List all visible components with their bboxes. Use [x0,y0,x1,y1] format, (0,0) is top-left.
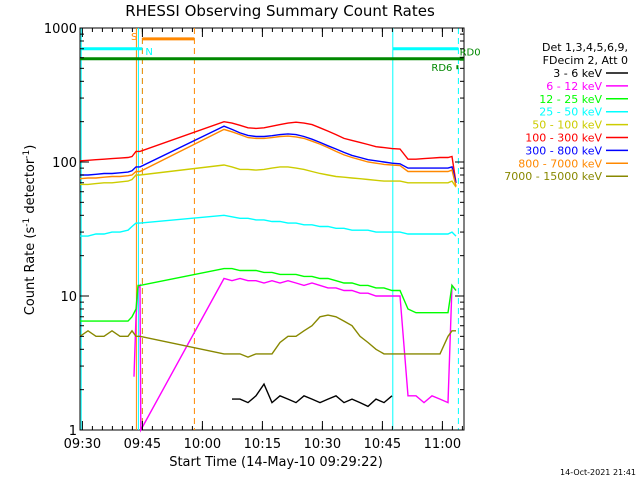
series-line-1 [133,277,457,433]
y-tick-label-1: 10 [60,290,77,305]
x-tick-label-3: 10:15 [244,437,281,452]
vertical-markers [80,28,459,430]
legend-label-7: 800 - 7000 keV [518,157,602,170]
series-line-4 [80,164,457,188]
legend-label-2: 12 - 25 keV [539,93,602,106]
legend-label-4: 50 - 100 keV [532,119,602,132]
x-tick-label-0: 09:30 [64,437,101,452]
series-line-2 [80,267,457,322]
legend-label-8: 7000 - 15000 keV [504,170,602,183]
series-line-3 [80,214,457,237]
annotation-label-s: S [131,32,137,43]
legend-header-2: FDecim 2, Att 0 [543,54,628,67]
y-axis-label-sup-2: -1 [22,150,32,159]
x-tick-label-1: 09:45 [124,437,161,452]
legend-label-5: 100 - 300 keV [525,132,602,145]
x-tick-label-6: 11:00 [424,437,461,452]
y-tick-label-2: 100 [52,156,77,171]
legend-label-0: 3 - 6 keV [553,67,602,80]
x-axis-ticks: 09:30 09:45 10:00 10:15 10:30 10:45 11:00 [64,28,463,452]
legend: Det 1,3,4,5,6,9, FDecim 2, Att 0 3 - 6 k… [504,41,628,183]
y-axis-ticks: 1 10 100 1000 [44,22,464,439]
x-tick-label-2: 10:00 [184,437,221,452]
footer-date: 14-Oct-2021 21:41 [560,468,636,477]
y-axis-label-main: Count Rate (s [23,227,38,316]
x-axis-label: Start Time (14-May-10 09:29:22) [169,455,383,470]
annotation-label-rd0: RD0 [460,48,481,59]
y-axis-label-end: ) [23,145,38,150]
annotation-label-n: N [145,47,152,58]
y-tick-label-0: 1 [69,424,77,439]
series-line-8 [79,314,456,358]
chart-title: RHESSI Observing Summary Count Rates [125,2,435,20]
y-axis-label-sup-1: -1 [22,218,32,227]
x-tick-label-4: 10:30 [304,437,341,452]
series-line-7 [79,128,457,187]
plot-area [79,27,465,431]
series-lines [79,120,457,433]
x-tick-label-5: 10:45 [364,437,401,452]
legend-label-3: 25 - 50 keV [539,106,602,119]
annotation-bars: SN RD6 RD0 [80,32,481,74]
y-axis-label: Count Rate (s-1 detector-1) [22,145,38,316]
legend-header-1: Det 1,3,4,5,6,9, [542,41,628,54]
legend-label-6: 300 - 800 keV [525,144,602,157]
y-axis-label-mid: detector [23,158,38,218]
y-tick-label-3: 1000 [44,22,77,37]
series-line-0 [232,382,393,408]
legend-label-1: 6 - 12 keV [546,80,602,93]
annotation-label-rd6: RD6 [431,63,452,74]
series-line-6 [80,125,457,183]
series-line-5 [79,120,457,183]
